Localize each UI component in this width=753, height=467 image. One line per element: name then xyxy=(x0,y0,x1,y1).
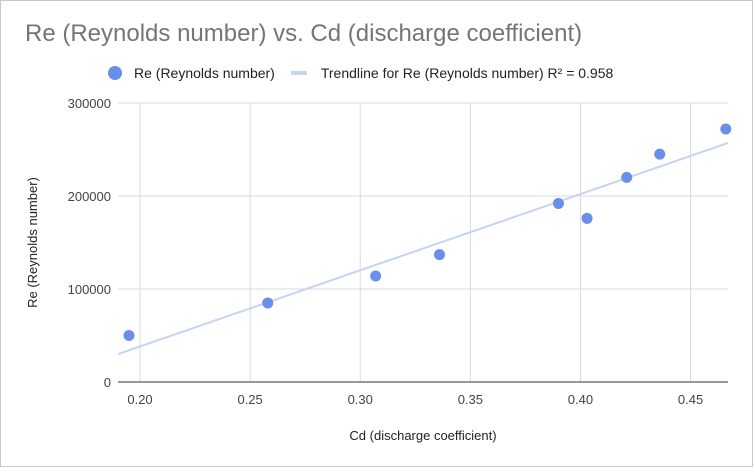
data-point xyxy=(581,212,593,224)
data-point xyxy=(621,171,633,183)
x-axis-title: Cd (discharge coefficient) xyxy=(349,428,496,443)
y-tick-label: 0 xyxy=(104,375,111,390)
data-point xyxy=(370,270,382,282)
legend-series-marker xyxy=(108,66,122,80)
chart-title: Re (Reynolds number) vs. Cd (discharge c… xyxy=(25,20,583,47)
grid xyxy=(118,102,728,382)
legend-trendline-marker xyxy=(290,71,307,75)
data-point xyxy=(720,123,732,135)
trendline xyxy=(117,142,729,356)
y-axis-title: Re (Reynolds number) xyxy=(25,177,40,308)
x-tick-label: 0.30 xyxy=(348,392,373,407)
y-tick-label: 100000 xyxy=(68,282,111,297)
legend-trendline-label: Trendline for Re (Reynolds number) R² = … xyxy=(320,65,614,81)
x-tick-label: 0.45 xyxy=(678,392,703,407)
x-tick-label: 0.40 xyxy=(568,392,593,407)
points-layer xyxy=(123,123,732,341)
data-point xyxy=(434,249,446,261)
data-point xyxy=(262,297,274,309)
data-point xyxy=(654,148,666,160)
x-tick-label: 0.35 xyxy=(458,392,483,407)
data-point xyxy=(552,197,564,209)
trendline-layer xyxy=(117,142,729,356)
tick-labels: 0 100000 200000 300000 0.20 0.25 0.30 0.35 0.40 0… xyxy=(68,96,704,407)
y-tick-label: 200000 xyxy=(68,189,111,204)
data-point xyxy=(123,330,135,341)
y-tick-label: 300000 xyxy=(68,96,111,111)
legend-series-label: Re (Reynolds number) xyxy=(134,65,275,81)
x-tick-label: 0.25 xyxy=(237,392,262,407)
x-tick-label: 0.20 xyxy=(127,392,152,407)
legend[interactable]: Re (Reynolds number) Trendline for Re (R… xyxy=(108,64,613,82)
